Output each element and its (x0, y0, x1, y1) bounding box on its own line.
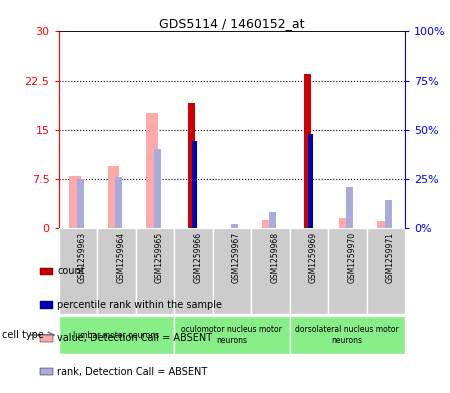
FancyBboxPatch shape (58, 316, 174, 354)
Text: GSM1259968: GSM1259968 (270, 232, 279, 283)
Text: GSM1259971: GSM1259971 (386, 232, 395, 283)
Text: oculomotor nucleus motor
neurons: oculomotor nucleus motor neurons (181, 325, 282, 345)
Bar (308, 134, 313, 228)
Text: GSM1259964: GSM1259964 (116, 232, 125, 283)
Bar (262, 220, 273, 228)
Bar (304, 74, 310, 228)
FancyBboxPatch shape (212, 228, 251, 314)
Text: value, Detection Call = ABSENT: value, Detection Call = ABSENT (58, 333, 212, 343)
Bar (146, 113, 158, 228)
Bar (385, 200, 392, 228)
FancyBboxPatch shape (97, 228, 135, 314)
Text: GSM1259965: GSM1259965 (155, 232, 164, 283)
FancyBboxPatch shape (289, 228, 328, 314)
Text: rank, Detection Call = ABSENT: rank, Detection Call = ABSENT (58, 367, 208, 377)
Text: GSM1259966: GSM1259966 (193, 232, 202, 283)
Bar (69, 176, 81, 228)
Text: count: count (58, 266, 85, 277)
Bar (40, 268, 54, 275)
FancyBboxPatch shape (328, 228, 366, 314)
Bar (188, 103, 195, 228)
FancyBboxPatch shape (174, 316, 289, 354)
FancyBboxPatch shape (366, 228, 405, 314)
Text: lumbar motor neurons: lumbar motor neurons (73, 331, 159, 340)
Text: dorsolateral nucleus motor
neurons: dorsolateral nucleus motor neurons (295, 325, 399, 345)
Bar (40, 334, 54, 342)
Bar (193, 141, 197, 228)
Bar (154, 149, 161, 228)
Text: cell type: cell type (2, 330, 44, 340)
FancyBboxPatch shape (58, 228, 97, 314)
Bar (377, 221, 389, 228)
Bar (116, 177, 122, 228)
Bar (108, 166, 119, 228)
Bar (40, 301, 54, 309)
Title: GDS5114 / 1460152_at: GDS5114 / 1460152_at (159, 17, 305, 30)
Bar (346, 187, 353, 228)
Text: GSM1259969: GSM1259969 (309, 232, 318, 283)
Text: GSM1259967: GSM1259967 (232, 232, 241, 283)
Bar (77, 179, 84, 228)
Bar (231, 224, 238, 228)
Bar (270, 212, 276, 228)
FancyBboxPatch shape (251, 228, 289, 314)
Bar (40, 368, 54, 375)
Bar (339, 218, 351, 228)
Text: GSM1259963: GSM1259963 (78, 232, 87, 283)
FancyBboxPatch shape (174, 228, 212, 314)
FancyBboxPatch shape (289, 316, 405, 354)
Text: GSM1259970: GSM1259970 (347, 232, 356, 283)
Text: percentile rank within the sample: percentile rank within the sample (58, 300, 222, 310)
FancyBboxPatch shape (135, 228, 174, 314)
